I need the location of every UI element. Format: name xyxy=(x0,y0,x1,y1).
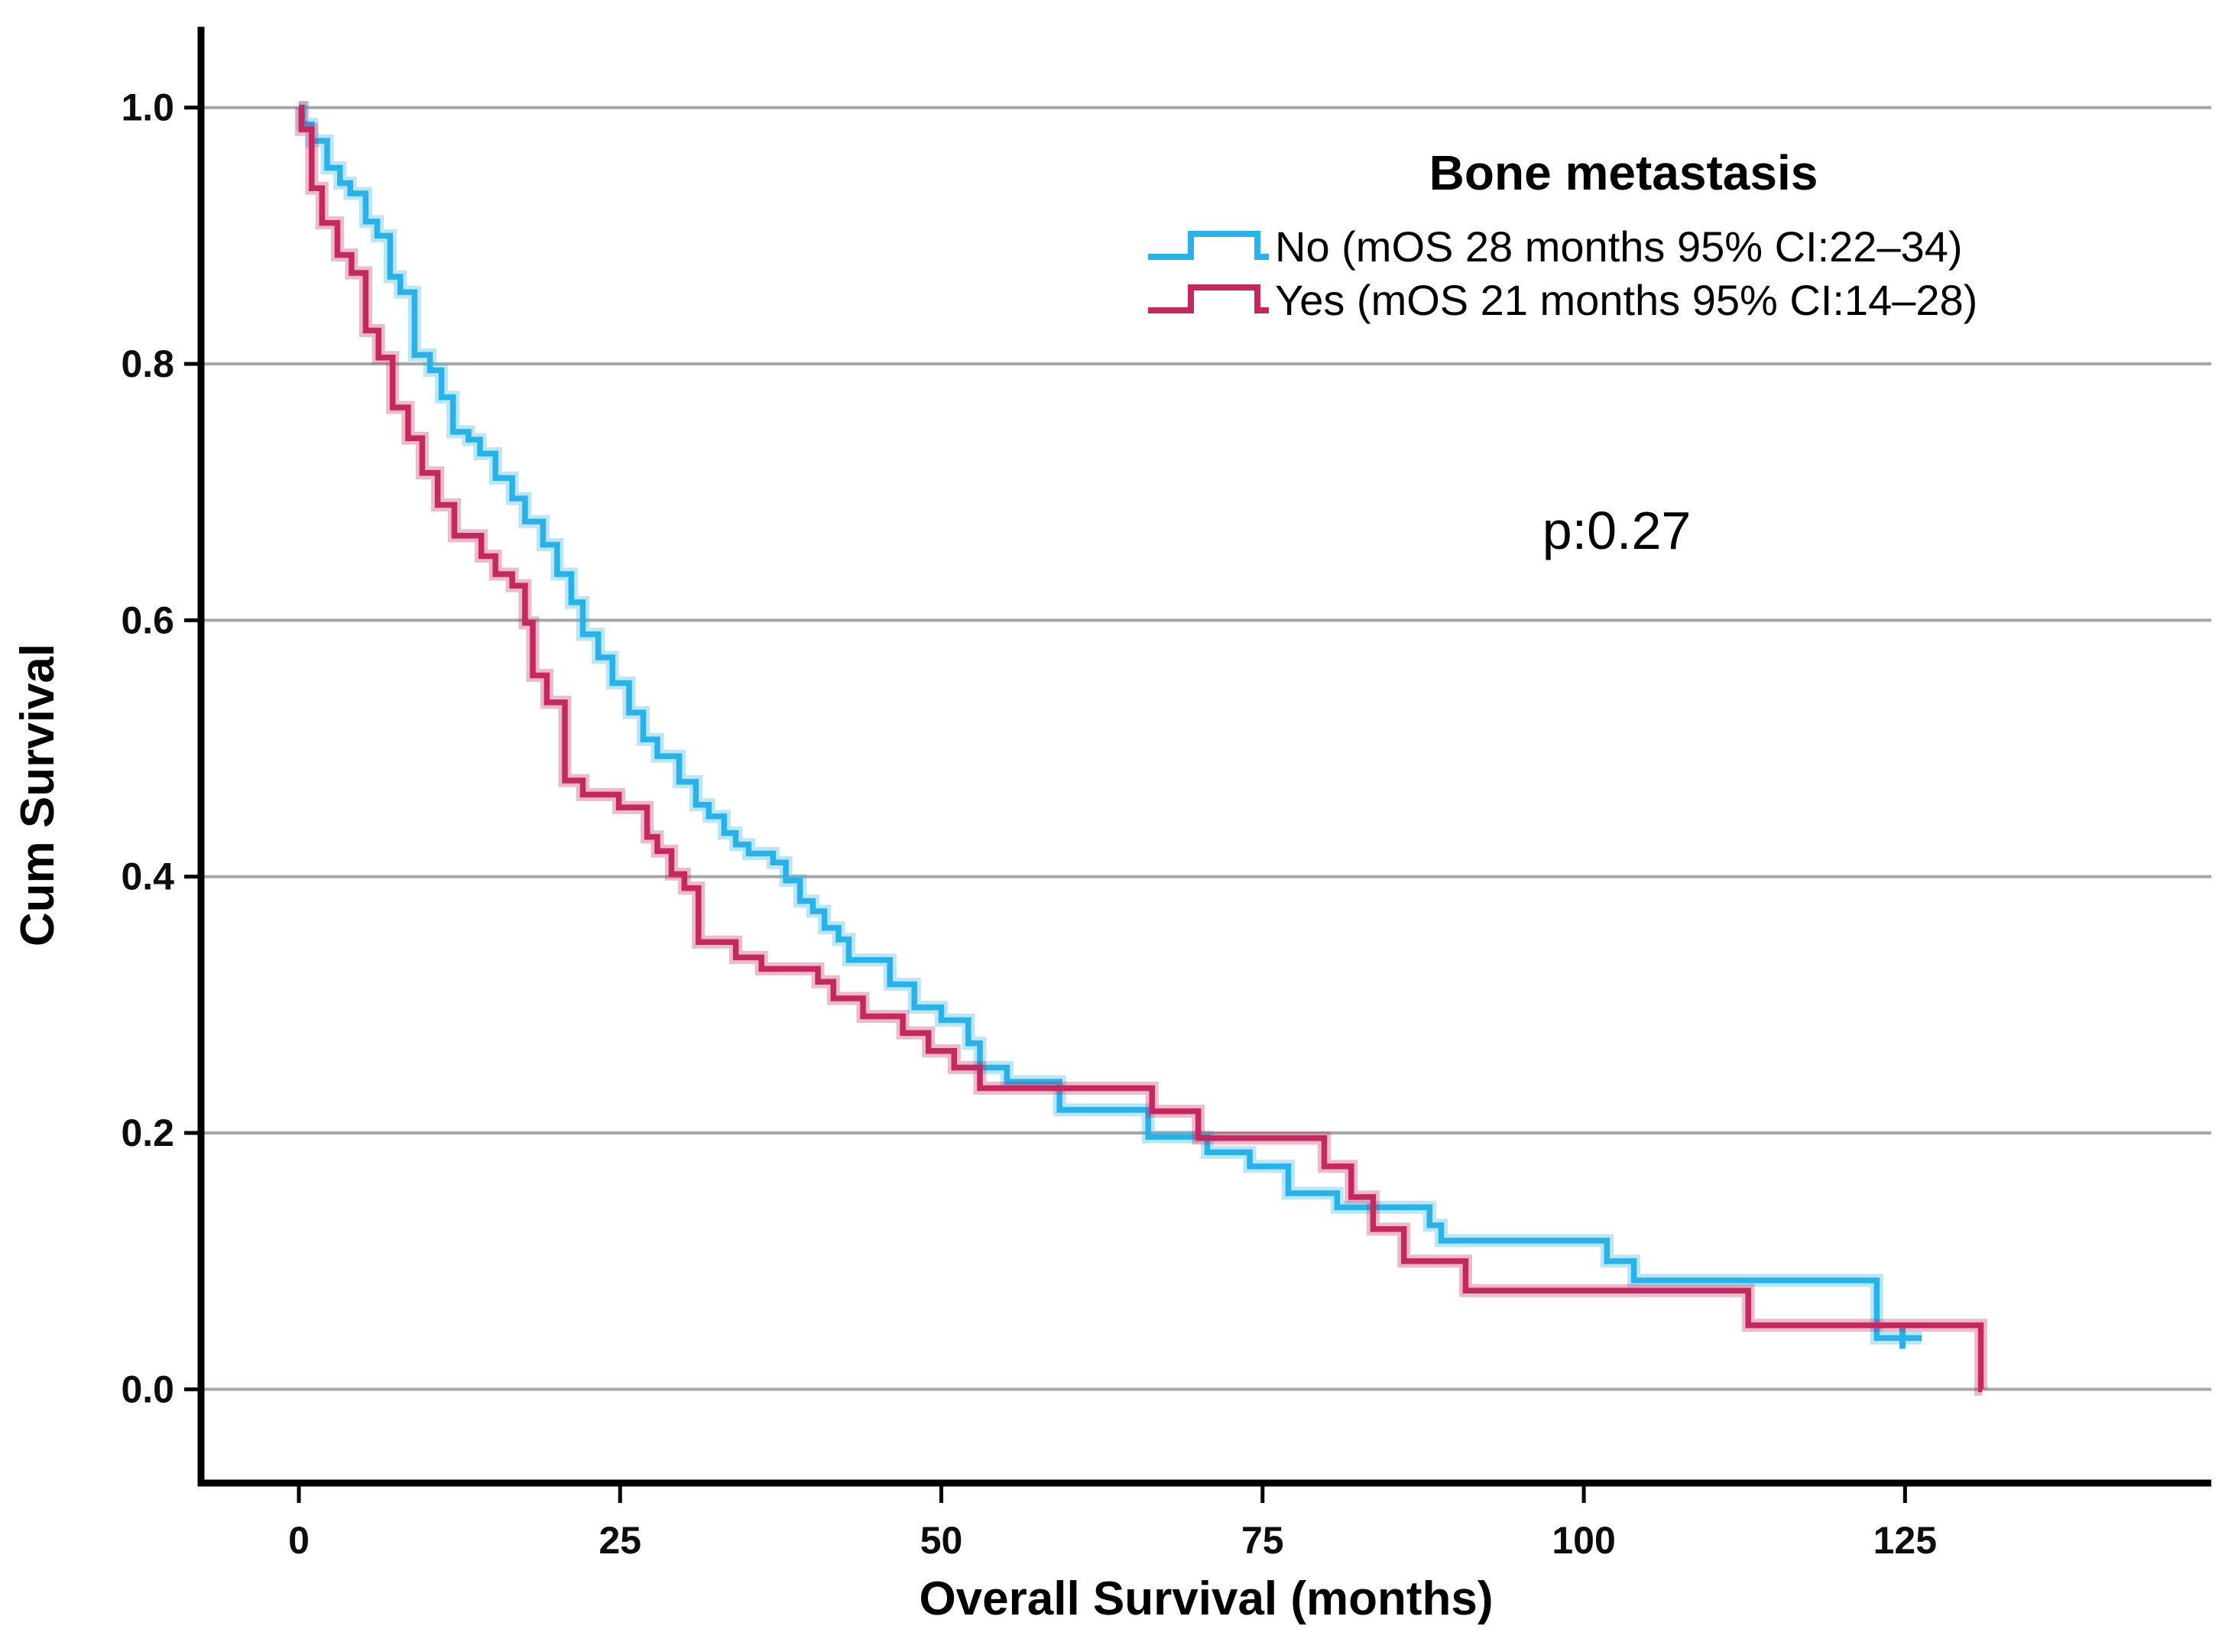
x-axis-ticks: 0 25 50 75 100 125 xyxy=(288,1483,1937,1562)
y-tick-label: 0.0 xyxy=(121,1368,174,1410)
x-tick-label: 0 xyxy=(288,1519,310,1562)
y-tick-label: 0.8 xyxy=(121,342,174,385)
y-axis-ticks: 1.0 0.8 0.6 0.4 0.2 0.0 xyxy=(121,86,201,1410)
x-tick-label: 100 xyxy=(1552,1519,1615,1562)
x-tick-label: 25 xyxy=(598,1519,641,1562)
x-tick-label: 75 xyxy=(1241,1519,1284,1562)
survival-curves xyxy=(294,101,1987,1396)
gridlines xyxy=(201,105,2211,1391)
km-curve-no xyxy=(299,104,1922,1342)
step-line-icon xyxy=(1148,284,1269,313)
legend-item-label: No (mOS 28 months 95% CI:22–34) xyxy=(1275,222,1963,271)
x-tick-label: 125 xyxy=(1873,1519,1937,1562)
y-axis-title: Cum Survival xyxy=(11,644,64,946)
y-tick-label: 1.0 xyxy=(121,86,174,129)
x-axis-title: Overall Survival (months) xyxy=(919,1572,1493,1625)
legend-item-no: No (mOS 28 months 95% CI:22–34) xyxy=(1148,222,1963,271)
axes xyxy=(197,27,2211,1487)
legend-title: Bone metastasis xyxy=(1429,145,1818,200)
x-tick-label: 50 xyxy=(920,1519,963,1562)
legend-item-yes: Yes (mOS 21 months 95% CI:14–28) xyxy=(1148,276,1977,324)
p-value-annotation: p:0.27 xyxy=(1542,501,1692,560)
y-tick-label: 0.2 xyxy=(121,1112,174,1154)
legend-item-label: Yes (mOS 21 months 95% CI:14–28) xyxy=(1275,276,1977,324)
legend: Bone metastasis No (mOS 28 months 95% CI… xyxy=(1148,145,1977,324)
y-tick-label: 0.6 xyxy=(121,599,174,641)
step-line-icon xyxy=(1148,231,1269,260)
y-tick-label: 0.4 xyxy=(121,855,174,898)
km-curve-yes xyxy=(298,104,1984,1393)
